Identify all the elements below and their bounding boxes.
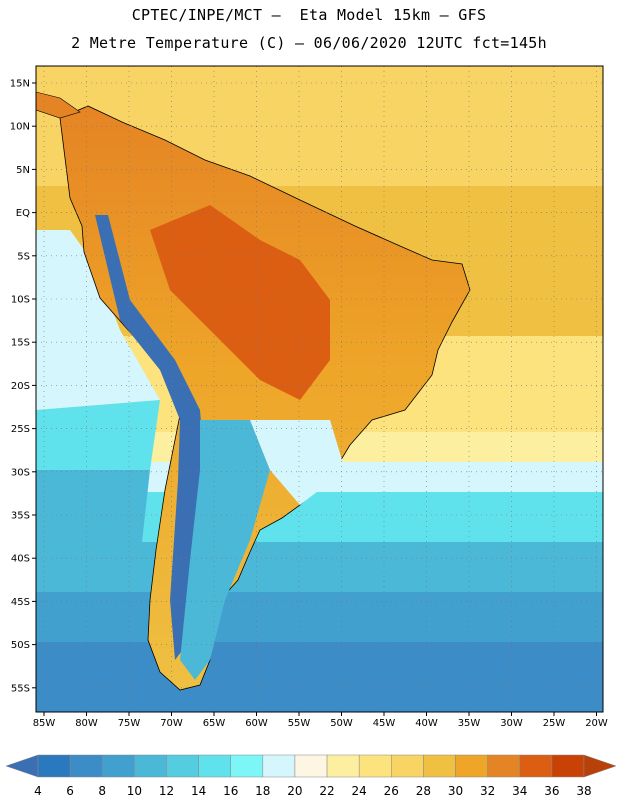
- lat-label: 5S: [17, 251, 30, 262]
- lat-label: 45S: [11, 597, 30, 608]
- colorbar-level-label: 12: [159, 784, 174, 798]
- lat-label: 15S: [11, 338, 30, 349]
- lat-label: 10N: [10, 122, 30, 133]
- latitude-labels: 15N 10N 5N EQ 5S 10S 15S 20S 25S 30S 35S 40S 45S 50S 5…: [10, 79, 36, 694]
- amazon-hot-core: [150, 205, 330, 400]
- lon-label: 30W: [500, 718, 523, 729]
- colorbar-level-label: 10: [127, 784, 142, 798]
- colorbar-swatch: [551, 754, 585, 778]
- patagonia-cold-land: [180, 420, 270, 680]
- lon-label: 35W: [458, 718, 481, 729]
- colorbar-level-label: 28: [416, 784, 431, 798]
- pacific-cool-current: [36, 230, 160, 410]
- lat-label: EQ: [16, 208, 30, 219]
- lat-label: 50S: [11, 640, 30, 651]
- colorbar-swatch: [358, 754, 392, 778]
- lon-label: 20W: [585, 718, 608, 729]
- lat-label: 20S: [11, 381, 30, 392]
- pacific-southern-water: [36, 470, 150, 560]
- colorbar-level-label: 6: [66, 784, 74, 798]
- lon-label: 70W: [160, 718, 183, 729]
- colorbar-level-label: 38: [576, 784, 591, 798]
- colorbar-swatch: [391, 754, 424, 778]
- pampas-cool-land: [250, 420, 345, 505]
- colorbar-level-label: 16: [223, 784, 238, 798]
- map-title-line-1: CPTEC/INPE/MCT – Eta Model 15km – GFS: [131, 6, 487, 24]
- colorbar-swatch: [487, 754, 521, 778]
- colorbar-swatch: [198, 754, 231, 778]
- map-frame: [35, 65, 604, 713]
- colorbar-level-label: 18: [255, 784, 270, 798]
- central-america-land: [36, 91, 81, 119]
- colorbar-level-label: 8: [98, 784, 106, 798]
- lon-label: 60W: [245, 718, 268, 729]
- colorbar-swatch: [519, 754, 553, 778]
- ocean-band-blue: [36, 592, 603, 642]
- colorbar-swatch: [230, 754, 264, 778]
- colorbar-level-label: 22: [319, 784, 334, 798]
- colorbar-swatch: [423, 754, 456, 778]
- lon-label: 45W: [373, 718, 396, 729]
- colorbar-level-label: 20: [287, 784, 302, 798]
- colorbar-swatch: [69, 754, 103, 778]
- lon-label: 65W: [203, 718, 226, 729]
- colorbar-level-label: 30: [448, 784, 463, 798]
- lon-label: 40W: [415, 718, 438, 729]
- lon-label: 75W: [118, 718, 141, 729]
- lat-label: 35S: [11, 511, 30, 522]
- ocean-band-darkblue: [36, 642, 603, 712]
- andes-cold-ridge: [95, 215, 205, 660]
- lat-label: 10S: [11, 295, 30, 306]
- colorbar-swatch: [294, 754, 328, 778]
- colorbar-swatch: [262, 754, 296, 778]
- colorbar-swatch: [166, 754, 199, 778]
- lon-label: 55W: [288, 718, 311, 729]
- lon-label: 50W: [330, 718, 353, 729]
- pacific-cold-water: [36, 400, 160, 470]
- lat-label: 5N: [16, 165, 30, 176]
- colorbar-level-label: 34: [512, 784, 527, 798]
- lat-label: 15N: [10, 79, 30, 90]
- colorbar-arrow-high: [583, 754, 617, 778]
- colorbar-swatch: [101, 754, 135, 778]
- colorbar-level-label: 36: [544, 784, 559, 798]
- colorbar-swatch: [326, 754, 360, 778]
- colorbar-level-label: 4: [34, 784, 42, 798]
- colorbar-level-label: 14: [191, 784, 206, 798]
- lon-label: 80W: [75, 718, 98, 729]
- colorbar-swatch: [134, 754, 167, 778]
- colorbar-level-label: 24: [352, 784, 367, 798]
- lon-label: 85W: [33, 718, 56, 729]
- colorbar-swatch: [37, 754, 71, 778]
- colorbar-arrow-low: [5, 754, 39, 778]
- lat-label: 25S: [11, 424, 30, 435]
- temperature-colorbar: 4 6 8 10 12 14 16 18 20 22 24 26 28 30 32 34 36 38: [5, 754, 617, 798]
- colorbar-level-label: 32: [480, 784, 495, 798]
- colorbar-swatch: [455, 754, 488, 778]
- lat-label: 55S: [11, 683, 30, 694]
- colorbar-level-label: 26: [384, 784, 399, 798]
- lat-label: 40S: [11, 554, 30, 565]
- lon-label: 25W: [543, 718, 566, 729]
- map-title-line-2: 2 Metre Temperature (C) – 06/06/2020 12U…: [71, 34, 547, 52]
- lat-label: 30S: [11, 467, 30, 478]
- longitude-labels: 85W 80W 75W 70W 65W 60W 55W 50W 45W 40W 35W 30W 25W 2…: [33, 712, 608, 729]
